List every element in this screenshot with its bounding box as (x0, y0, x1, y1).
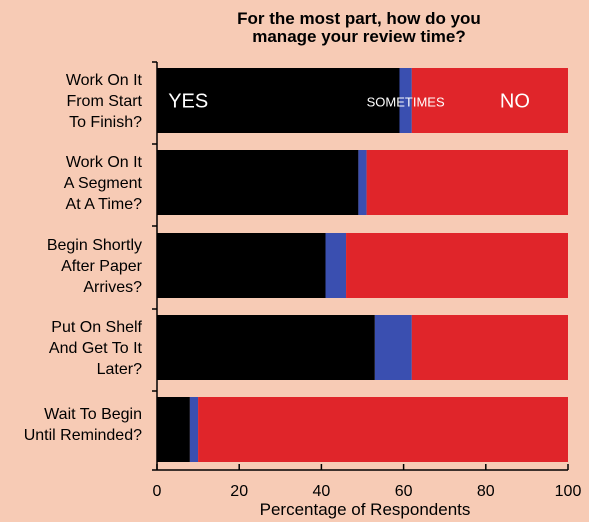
bar-sometimes-0 (399, 68, 412, 133)
category-label-line: From Start (66, 93, 142, 110)
segment-label-sometimes: SOMETIMES (367, 95, 445, 110)
bar-yes-4 (157, 397, 190, 462)
bar-yes-0 (157, 68, 400, 133)
bar-no-4 (198, 397, 568, 462)
category-label-0: Work On It From Start To Finish? (0, 70, 142, 133)
segment-label-no: NO (500, 91, 530, 113)
bar-sometimes-3 (374, 315, 412, 380)
category-label-line: A Segment (63, 175, 142, 192)
category-label-line: Put On Shelf (51, 319, 142, 336)
x-tick-label-4: 80 (477, 483, 495, 500)
chart-title: For the most part, how do you manage you… (150, 10, 568, 46)
bar-yes-2 (157, 233, 326, 298)
category-label-line: Work On It (65, 72, 142, 89)
category-label-line: Wait To Begin (44, 406, 142, 423)
category-label-2: Begin Shortly After Paper Arrives? (0, 235, 142, 298)
category-label-line: Begin Shortly (46, 237, 142, 254)
bar-no-2 (346, 233, 568, 298)
category-label-line: To Finish? (69, 114, 142, 131)
segment-label-yes: YES (168, 91, 208, 113)
bar-yes-1 (157, 150, 359, 215)
x-tick-label-5: 100 (555, 483, 582, 500)
category-label-line: Work On It (65, 154, 142, 171)
category-label-line: And Get To It (48, 340, 142, 357)
bar-no-0 (411, 68, 568, 133)
chart-title-line-2: manage your review time? (252, 27, 466, 46)
bar-sometimes-2 (325, 233, 347, 298)
category-label-3: Put On Shelf And Get To It Later? (0, 317, 142, 380)
chart-title-line-1: For the most part, how do you (237, 9, 481, 28)
bar-yes-3 (157, 315, 375, 380)
x-tick-label-0: 0 (153, 483, 162, 500)
category-label-line: After Paper (61, 258, 142, 275)
x-tick-label-1: 20 (230, 483, 248, 500)
bar-no-3 (411, 315, 568, 380)
category-label-4: Wait To Begin Until Reminded? (0, 404, 142, 446)
bar-sometimes-1 (358, 150, 367, 215)
x-tick-label-2: 40 (313, 483, 331, 500)
x-tick-label-3: 60 (395, 483, 413, 500)
bar-no-1 (366, 150, 568, 215)
category-label-line: At A Time? (65, 196, 142, 213)
category-label-line: Arrives? (83, 279, 142, 296)
category-label-line: Until Reminded? (23, 427, 142, 444)
x-axis-title: Percentage of Respondents (259, 500, 471, 519)
category-label-1: Work On It A Segment At A Time? (0, 152, 142, 215)
bar-sometimes-4 (189, 397, 199, 462)
category-label-line: Later? (96, 361, 142, 378)
